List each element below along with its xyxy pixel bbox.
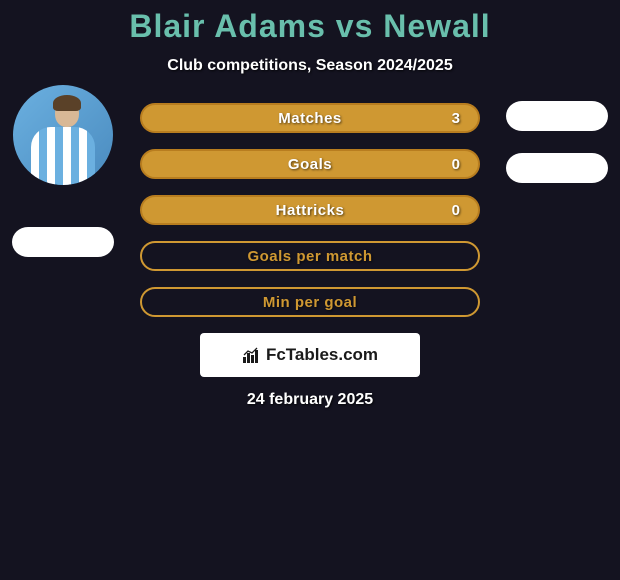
page-subtitle: Club competitions, Season 2024/2025 [167, 57, 452, 75]
stat-bar: Hattricks 0 [140, 195, 480, 225]
stats-area: Matches 3 Goals 0 Hattricks 0 Goals per match M… [8, 103, 612, 317]
chart-icon [242, 346, 260, 364]
stat-bar: Goals 0 [140, 149, 480, 179]
stat-value: 0 [452, 156, 460, 173]
stat-label: Goals [288, 156, 332, 173]
player-right-stat-pill [506, 101, 608, 131]
player-right-col [502, 103, 612, 183]
stats-center-col: Matches 3 Goals 0 Hattricks 0 Goals per match M… [140, 103, 480, 317]
stat-value: 0 [452, 202, 460, 219]
player-left-avatar [13, 85, 113, 185]
stat-bar: Goals per match [140, 241, 480, 271]
date-line: 24 february 2025 [247, 391, 373, 409]
stat-label: Min per goal [263, 294, 357, 311]
stat-label: Goals per match [247, 248, 372, 265]
stat-bar: Min per goal [140, 287, 480, 317]
logo-text: FcTables.com [266, 345, 378, 365]
stat-value: 3 [452, 110, 460, 127]
stat-label: Matches [278, 110, 342, 127]
stat-bar: Matches 3 [140, 103, 480, 133]
stat-label: Hattricks [276, 202, 345, 219]
player-left-col [8, 103, 118, 257]
logo-badge: FcTables.com [200, 333, 420, 377]
player-right-stat-pill [506, 153, 608, 183]
player-left-stat-pill [12, 227, 114, 257]
page-title: Blair Adams vs Newall [129, 8, 490, 45]
